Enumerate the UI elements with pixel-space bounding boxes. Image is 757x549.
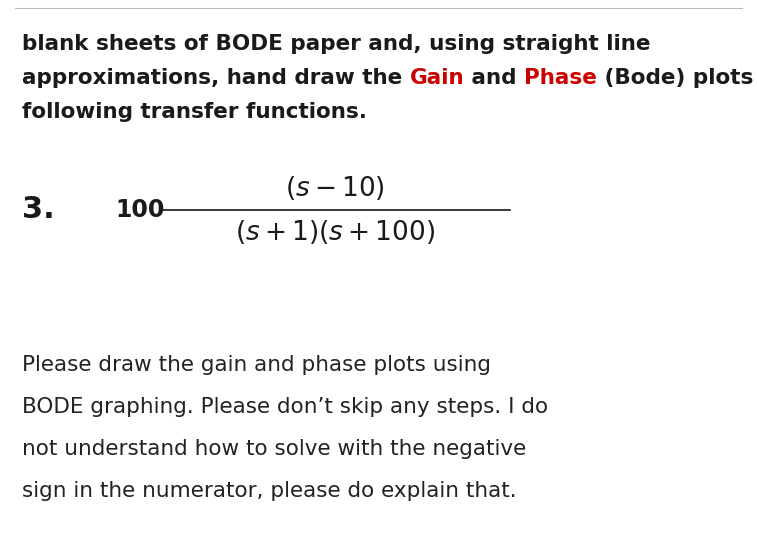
Text: sign in the numerator, please do explain that.: sign in the numerator, please do explain…: [22, 481, 516, 501]
Text: and: and: [464, 68, 525, 88]
Text: 3.: 3.: [22, 195, 55, 225]
Text: $\mathit{(s+1)(s+100)}$: $\mathit{(s+1)(s+100)}$: [235, 218, 435, 246]
Text: not understand how to solve with the negative: not understand how to solve with the neg…: [22, 439, 526, 459]
Text: BODE graphing. Please don’t skip any steps. I do: BODE graphing. Please don’t skip any ste…: [22, 397, 548, 417]
Text: 100: 100: [115, 198, 164, 222]
Text: Gain: Gain: [410, 68, 464, 88]
Text: (Bode) plots for the: (Bode) plots for the: [597, 68, 757, 88]
Text: following transfer functions.: following transfer functions.: [22, 102, 367, 122]
Text: Please draw the gain and phase plots using: Please draw the gain and phase plots usi…: [22, 355, 491, 375]
Text: blank sheets of BODE paper and, using straight line: blank sheets of BODE paper and, using st…: [22, 34, 650, 54]
Text: $\mathit{(s-10)}$: $\mathit{(s-10)}$: [285, 174, 385, 202]
Text: approximations, hand draw the: approximations, hand draw the: [22, 68, 410, 88]
Text: Phase: Phase: [525, 68, 597, 88]
